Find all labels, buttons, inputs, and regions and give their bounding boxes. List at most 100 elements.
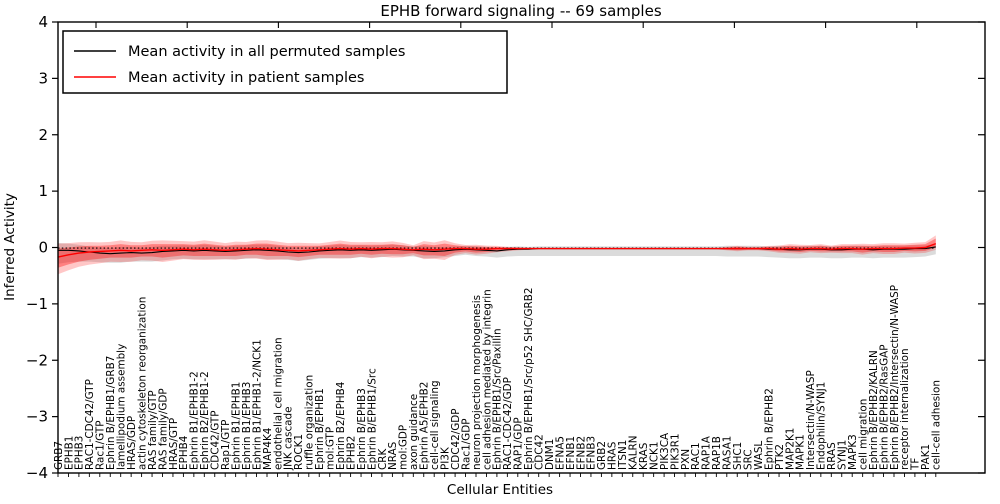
- x-category-label: RAC1: [690, 442, 702, 470]
- x-category-label: EPHB4: [178, 435, 190, 470]
- y-axis-ticks: 4 3 2 1 0 −1 −2 −3 −4: [26, 13, 985, 482]
- x-category-label: Ephrin B/EPHB2/KALRN: [868, 350, 880, 470]
- x-category-label: PI3K: [439, 446, 451, 470]
- x-category-label: Ephrin B1/EPHB1-2: [189, 371, 201, 470]
- x-category-label: NCK1: [648, 442, 660, 470]
- x-category-label: MAP2K1: [784, 428, 796, 470]
- x-category-label: cell adhesion mediated by integrin: [481, 289, 493, 470]
- x-category-label: actin cytoskeleton reorganization: [136, 297, 148, 470]
- x-category-labels: GRB7EPHB1EPHB3RAC1-CDC42/GTPRac1/GTPEphr…: [53, 285, 943, 471]
- x-category-label: SRC: [743, 449, 755, 470]
- x-category-label: cell-cell signaling: [429, 380, 441, 470]
- y-axis-label: Inferred Activity: [2, 193, 18, 301]
- x-category-label: WASL: [753, 441, 765, 470]
- x-category-label: KALRN: [628, 435, 640, 470]
- x-category-label: Ephrin B/EPHB1/Src/p52 SHC/GRB2: [523, 288, 535, 470]
- x-category-label: EFNB2: [575, 436, 587, 470]
- x-category-label: RAP1/GDP: [513, 417, 525, 470]
- x-category-label: MAPK3: [847, 434, 859, 470]
- x-category-label: CDC42: [534, 434, 546, 470]
- x-category-label: RRAS: [826, 442, 838, 470]
- x-category-label: HRAS/GTP: [168, 418, 180, 470]
- x-category-label: SHC1: [732, 442, 744, 470]
- x-category-label: Endophilin/SYNJ1: [816, 382, 828, 470]
- y-tick-label: 1: [38, 182, 48, 200]
- x-category-label: Rap1/GTP: [220, 420, 232, 470]
- x-category-label: Ephrin B2/EPHB1-2: [199, 371, 211, 470]
- legend-box: [62, 30, 508, 94]
- x-category-label: ROCK1: [293, 434, 305, 470]
- x-category-label: GRB7: [53, 441, 65, 470]
- x-category-label: PIK3CA: [659, 432, 671, 470]
- x-category-label: HRAS: [607, 441, 619, 470]
- legend: Mean activity in all permuted samples Me…: [62, 30, 508, 94]
- x-category-label: EFNA5: [554, 436, 566, 470]
- x-category-label: JNK cascade: [283, 406, 295, 471]
- x-category-label: Ephrin B/EPHB1: [314, 388, 326, 470]
- x-category-label: RAC1-CDC42/GDP: [502, 377, 514, 470]
- x-category-label: lamellipodium assembly: [116, 344, 128, 470]
- x-category-label: Ephrin A5/EPHB2: [419, 382, 431, 470]
- x-category-label: Ephrin B2/EPHB4: [335, 381, 347, 470]
- x-category-label: mol:GDP: [398, 425, 410, 470]
- x-category-label: ruffle organization: [304, 375, 316, 470]
- x-category-label: DNM1: [544, 439, 556, 470]
- x-category-label: Ephrin B/EPHB3: [356, 388, 368, 470]
- x-category-label: PAK1: [920, 444, 932, 470]
- x-category-label: endothelial cell migration: [272, 337, 284, 470]
- x-category-label: RAP1B: [711, 436, 723, 470]
- x-category-label: TF: [910, 458, 922, 471]
- patient-band-outer: [58, 235, 936, 275]
- patient-band-inner: [58, 238, 936, 268]
- x-category-label: Ephrin B/EPHB2/Intersectin/N-WASP: [889, 285, 901, 470]
- x-category-label: CRK: [377, 448, 389, 470]
- x-category-label: cell migration: [857, 399, 869, 470]
- x-category-label: Ephrin B1/EPHB1: [230, 382, 242, 470]
- series-lines: [57, 242, 937, 258]
- x-category-label: MAP4K4: [262, 427, 274, 470]
- y-tick-label: −2: [26, 351, 48, 369]
- x-category-label: ITSN1: [617, 440, 629, 470]
- x-category-label: CDC42/GDP: [450, 408, 462, 470]
- legend-label-permuted: Mean activity in all permuted samples: [128, 44, 405, 60]
- y-tick-label: 2: [38, 126, 48, 144]
- x-category-label: MAPK1: [795, 434, 807, 470]
- x-category-label: EFNB3: [586, 436, 598, 470]
- x-category-label: Ephrin B1/EPHB3: [241, 382, 253, 470]
- x-category-label: Rac1/GDP: [460, 418, 472, 470]
- x-category-label: EPHB1: [63, 436, 75, 470]
- x-category-label: RAC1-CDC42/GTP: [84, 379, 96, 470]
- x-category-label: NRAS: [387, 441, 399, 470]
- x-category-label: Ephrin B/EPHB1/Src: [366, 368, 378, 470]
- x-category-label: RAS family/GDP: [157, 388, 169, 470]
- y-tick-label: 3: [38, 69, 48, 87]
- x-category-label: Ephrin B/EPHB2: [763, 388, 775, 470]
- x-category-label: RASA1: [722, 436, 734, 470]
- y-tick-label: −4: [26, 464, 48, 482]
- y-tick-label: −3: [26, 408, 48, 426]
- x-category-label: HRAS/GDP: [126, 416, 138, 470]
- x-category-label: EPHB2: [345, 436, 357, 470]
- x-category-label: Rac1/GTP: [95, 421, 107, 470]
- x-category-label: PXN: [680, 449, 692, 470]
- y-tick-label: −1: [26, 295, 48, 313]
- x-category-label: axon guidance: [408, 394, 420, 470]
- x-category-label: EPHB3: [74, 436, 86, 470]
- x-category-label: Ephrin B/EPHB1/GRB7: [105, 356, 117, 470]
- chart-title: EPHB forward signaling -- 69 samples: [380, 2, 661, 20]
- x-category-label: EFNB1: [565, 436, 577, 470]
- x-category-label: RAS family/GTP: [147, 390, 159, 470]
- x-category-label: SYNJ1: [837, 440, 849, 470]
- x-category-label: CDC42/GTP: [210, 410, 222, 470]
- legend-label-patient: Mean activity in patient samples: [128, 70, 364, 86]
- x-category-label: Ephrin B1/EPHB1-2/NCK1: [251, 339, 263, 470]
- x-category-label: receptor internalization: [899, 348, 911, 470]
- x-category-label: neuron projection morphogenesis: [471, 295, 483, 470]
- y-tick-label: 4: [38, 13, 48, 31]
- x-category-label: Intersectin/N-WASP: [805, 370, 817, 470]
- permuted-mean-line: [58, 246, 936, 255]
- x-category-label: RAP1A: [701, 435, 713, 470]
- x-category-label: KRAS: [638, 442, 650, 470]
- x-category-label: PTK2: [774, 444, 786, 470]
